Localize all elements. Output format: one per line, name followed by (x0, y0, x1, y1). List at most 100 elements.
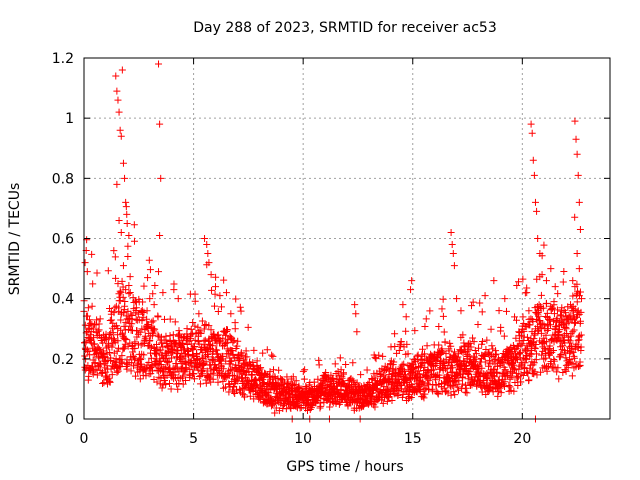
data-point (207, 326, 215, 334)
data-point (530, 335, 538, 343)
data-point (469, 298, 477, 306)
data-point (421, 322, 429, 330)
data-point (415, 370, 423, 378)
data-point (189, 318, 197, 326)
data-point (524, 345, 532, 353)
data-point (416, 387, 424, 395)
data-point (475, 368, 483, 376)
data-point (269, 401, 277, 409)
data-point (575, 265, 583, 273)
data-point (528, 129, 536, 137)
data-point (307, 400, 315, 408)
data-point (494, 392, 502, 400)
data-point (542, 300, 550, 308)
data-point (137, 356, 144, 364)
data-point (150, 301, 158, 309)
data-point (201, 235, 209, 242)
y-tick-label: 0.4 (52, 292, 74, 308)
data-point (257, 364, 265, 372)
data-point (554, 290, 562, 298)
data-point (426, 307, 434, 315)
data-point (110, 247, 118, 255)
data-point (159, 289, 167, 297)
data-point (375, 351, 383, 359)
data-point (419, 345, 427, 353)
data-point (490, 277, 498, 285)
data-point (402, 313, 410, 321)
data-point (263, 346, 271, 354)
data-point (170, 286, 178, 294)
data-point (116, 287, 124, 295)
x-axis-ticks: 0 5 10 15 20 (80, 58, 531, 447)
y-tick-label: 0 (65, 412, 74, 428)
data-point (104, 267, 112, 275)
data-point (537, 368, 545, 376)
data-point (569, 292, 577, 300)
data-point (214, 307, 222, 315)
data-point (487, 325, 495, 333)
data-point (174, 295, 182, 303)
data-point (556, 326, 564, 334)
data-point (530, 171, 538, 179)
data-point (562, 367, 570, 375)
data-point (242, 347, 250, 355)
data-point (199, 370, 207, 378)
data-point (553, 336, 561, 344)
data-point (130, 362, 138, 370)
data-point (549, 304, 557, 312)
data-point (248, 371, 256, 379)
data-point (342, 360, 350, 368)
data-point (219, 377, 227, 385)
data-point (435, 341, 443, 349)
data-point (89, 280, 97, 288)
data-point (113, 87, 121, 95)
data-point (132, 297, 140, 305)
data-point (292, 377, 300, 385)
data-point (485, 382, 493, 390)
data-point (349, 376, 357, 384)
data-point (210, 356, 218, 364)
data-point (147, 354, 155, 362)
data-point (175, 327, 183, 335)
data-point (197, 329, 205, 337)
data-point (572, 291, 580, 299)
data-point (120, 344, 128, 352)
data-point (571, 213, 579, 221)
data-point (537, 291, 545, 299)
data-point (434, 390, 442, 398)
data-point (570, 354, 578, 362)
data-point (531, 345, 539, 353)
data-point (158, 384, 166, 392)
data-point (536, 250, 544, 258)
data-point (502, 307, 510, 315)
data-point (180, 345, 188, 353)
data-point (237, 307, 245, 315)
data-point (207, 271, 215, 279)
data-point (209, 330, 217, 338)
data-point (571, 283, 579, 291)
data-point (265, 372, 273, 380)
data-point (379, 352, 387, 360)
data-point (143, 307, 151, 315)
data-point (156, 120, 164, 128)
data-point (165, 379, 173, 387)
data-point (301, 366, 309, 374)
data-point (157, 361, 165, 369)
data-point (151, 282, 159, 290)
data-point (97, 360, 105, 368)
data-point (191, 297, 199, 305)
data-point (422, 315, 430, 323)
data-point (112, 355, 120, 363)
data-point (114, 367, 122, 375)
data-point (506, 374, 514, 382)
data-point (85, 316, 93, 324)
data-point (559, 278, 567, 286)
data-point (206, 374, 214, 382)
data-point (182, 376, 190, 384)
data-point (334, 368, 342, 376)
data-point (125, 282, 133, 290)
data-point (162, 380, 170, 388)
data-point (390, 358, 398, 366)
data-point (205, 322, 213, 330)
data-point (88, 302, 96, 310)
